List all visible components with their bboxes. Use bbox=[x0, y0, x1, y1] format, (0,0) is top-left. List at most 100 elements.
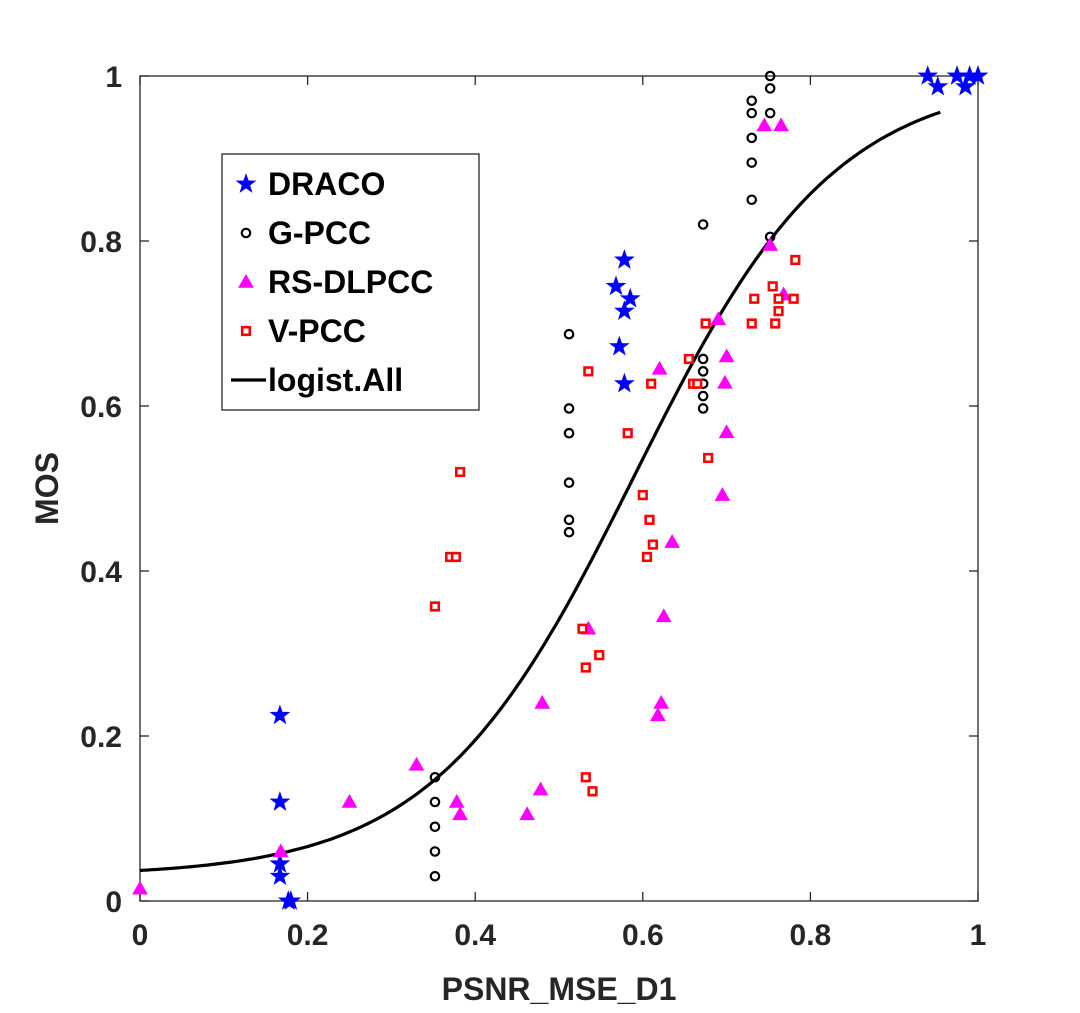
data-point bbox=[269, 791, 291, 811]
legend-marker bbox=[240, 325, 252, 337]
data-point bbox=[455, 466, 466, 478]
data-point bbox=[718, 424, 735, 439]
data-point bbox=[619, 287, 641, 308]
axis-ticks: 0 0.2 0.4 0.6 0.8 1 0 0.2 0.4 0.6 0.8 1 bbox=[80, 61, 986, 952]
data-point bbox=[746, 157, 758, 168]
data-point bbox=[710, 311, 727, 326]
legend-marker bbox=[240, 227, 252, 239]
data-point bbox=[683, 353, 694, 365]
data-point bbox=[788, 293, 799, 304]
data-point bbox=[580, 662, 591, 673]
fit-curve-line bbox=[139, 110, 941, 873]
legend: DRACO G-PCC RS-DLPCC V-PCC logist.All bbox=[221, 153, 480, 411]
x-tick-label: 0.6 bbox=[622, 919, 664, 952]
data-point bbox=[764, 70, 776, 82]
data-point bbox=[762, 237, 779, 251]
data-point bbox=[746, 95, 758, 107]
data-point bbox=[651, 360, 668, 375]
data-point bbox=[714, 487, 731, 501]
legend-marker bbox=[235, 173, 257, 193]
data-point bbox=[697, 219, 709, 230]
data-point bbox=[717, 374, 733, 389]
data-point bbox=[700, 318, 711, 329]
data-point bbox=[532, 781, 549, 796]
data-point bbox=[269, 865, 291, 886]
x-tick-label: 0.8 bbox=[790, 919, 832, 952]
data-point bbox=[637, 489, 648, 501]
data-point bbox=[429, 796, 441, 808]
legend-label: logist.All bbox=[268, 362, 403, 398]
x-tick-label: 0.4 bbox=[454, 919, 496, 952]
data-point bbox=[614, 372, 635, 393]
y-tick-label: 0.2 bbox=[80, 721, 122, 754]
data-point bbox=[770, 318, 781, 329]
data-point bbox=[773, 306, 784, 317]
y-tick-label: 1 bbox=[105, 61, 122, 94]
data-point bbox=[790, 254, 801, 266]
data-point bbox=[641, 551, 653, 563]
data-point bbox=[429, 601, 441, 612]
legend-label: DRACO bbox=[268, 166, 385, 202]
data-point bbox=[703, 452, 714, 464]
data-point bbox=[773, 293, 784, 304]
x-tick-label: 0.2 bbox=[287, 919, 329, 952]
data-point bbox=[664, 534, 680, 548]
data-point bbox=[269, 704, 291, 725]
data-point bbox=[563, 427, 575, 439]
data-point bbox=[587, 786, 598, 797]
legend-box bbox=[221, 153, 480, 411]
data-point bbox=[647, 539, 658, 550]
data-point bbox=[563, 526, 575, 538]
data-point bbox=[429, 846, 441, 857]
data-point bbox=[583, 366, 594, 377]
data-point bbox=[132, 880, 148, 895]
data-point bbox=[644, 514, 655, 525]
series-v-pcc bbox=[429, 254, 801, 797]
data-point bbox=[563, 328, 575, 340]
data-point bbox=[697, 366, 709, 377]
data-point bbox=[563, 477, 575, 489]
data-point bbox=[534, 694, 551, 709]
data-point bbox=[746, 107, 758, 119]
data-point bbox=[917, 65, 939, 85]
data-point bbox=[594, 650, 605, 661]
data-point bbox=[650, 707, 666, 722]
data-point bbox=[697, 353, 709, 365]
x-axis-label: PSNR_MSE_D1 bbox=[442, 971, 677, 1007]
data-point bbox=[280, 890, 302, 910]
data-point bbox=[746, 132, 758, 144]
legend-label: G-PCC bbox=[268, 215, 371, 251]
y-tick-label: 0.6 bbox=[80, 391, 122, 424]
data-point bbox=[767, 281, 778, 292]
data-point bbox=[448, 793, 465, 808]
data-point bbox=[927, 75, 949, 96]
legend-marker bbox=[238, 273, 254, 288]
data-point bbox=[697, 390, 709, 402]
data-point bbox=[756, 117, 773, 132]
data-point bbox=[614, 249, 635, 269]
x-tick-label: 1 bbox=[970, 919, 987, 952]
data-point bbox=[429, 821, 441, 833]
data-point bbox=[580, 772, 591, 783]
series-draco bbox=[269, 65, 989, 910]
y-tick-label: 0.4 bbox=[80, 556, 122, 589]
y-tick-label: 0.8 bbox=[80, 226, 122, 259]
data-point bbox=[341, 793, 358, 808]
data-point bbox=[697, 403, 709, 414]
x-tick-label: 0 bbox=[132, 919, 149, 952]
data-point bbox=[967, 65, 989, 85]
data-point bbox=[429, 870, 441, 882]
data-point bbox=[605, 275, 627, 296]
legend-label: V-PCC bbox=[268, 313, 366, 349]
y-axis-label: MOS bbox=[29, 452, 65, 525]
y-tick-label: 0 bbox=[105, 886, 122, 919]
data-point bbox=[608, 335, 630, 356]
data-point bbox=[764, 107, 776, 119]
data-point bbox=[746, 318, 757, 329]
data-point bbox=[749, 293, 760, 304]
data-point bbox=[408, 756, 425, 771]
data-point bbox=[614, 300, 635, 320]
data-point bbox=[653, 694, 670, 709]
data-point bbox=[450, 551, 462, 563]
